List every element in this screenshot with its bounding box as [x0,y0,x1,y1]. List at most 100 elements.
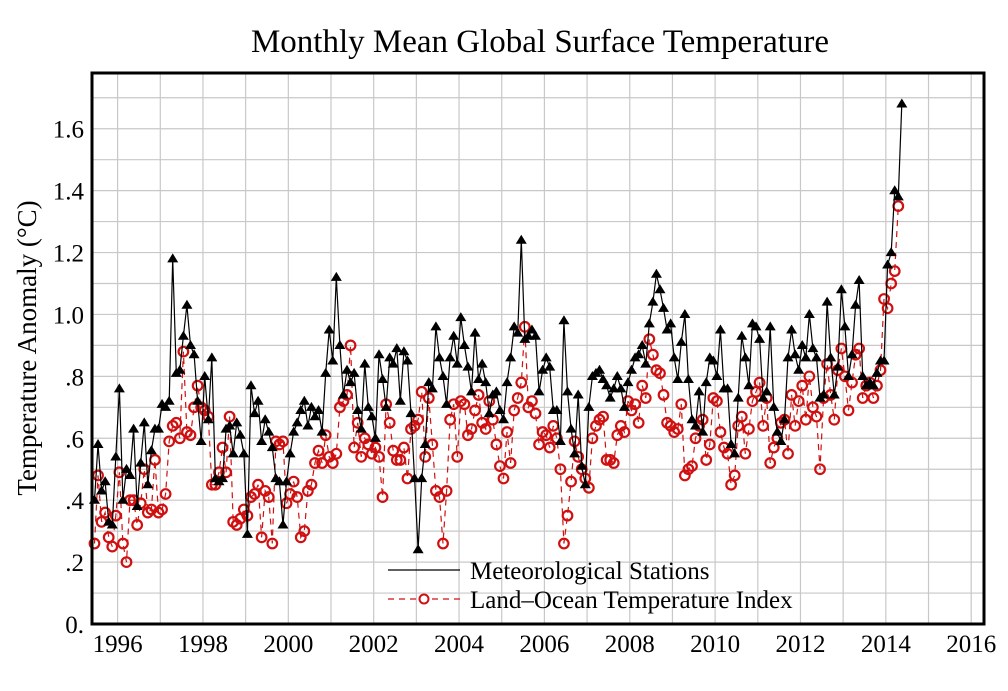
data-point-triangle [398,346,410,356]
data-point-triangle [825,352,837,362]
data-point-circle [789,419,802,432]
data-point-triangle [675,336,687,346]
x-tick-label: 1996 [93,631,143,658]
data-point-triangle [455,312,467,322]
data-point-triangle [99,476,111,486]
plot-frame [90,71,986,626]
data-point-circle [792,395,805,408]
data-point-triangle [330,271,342,281]
data-point-triangle [433,352,445,362]
data-point-circle [842,404,855,417]
y-tick-label: 1.0 [53,302,84,329]
data-point-circle [99,506,112,519]
data-point-triangle [284,448,296,458]
data-point-triangle [771,426,783,436]
data-point-circle [654,367,666,380]
data-point-triangle [362,401,374,411]
data-point-triangle [572,389,584,399]
data-point-triangle [217,473,229,483]
data-point-triangle [490,386,502,396]
data-point-circle [348,441,361,454]
data-point-triangle [224,420,236,430]
data-point-circle [458,398,471,411]
y-tick-label: 1.2 [53,241,84,268]
x-tick-label: 1998 [178,631,228,658]
data-point-circle [494,460,506,473]
data-point-triangle [636,340,648,350]
data-point-triangle [369,432,381,442]
data-point-circle [554,463,567,476]
data-point-triangle [551,405,563,415]
data-point-triangle [679,309,691,319]
data-point-circle [785,389,798,401]
data-point-triangle [668,352,680,362]
data-point-triangle [259,414,271,424]
data-point-triangle [501,377,513,387]
y-tick-label: .6 [65,426,84,453]
data-point-triangle [697,426,709,436]
data-point-triangle [359,358,371,368]
data-point-circle [291,491,304,503]
data-point-triangle [711,370,723,380]
data-point-triangle [633,349,645,359]
data-point-triangle [832,361,844,371]
data-point-circle [469,404,481,417]
y-tick-label: 1.6 [53,117,84,144]
data-point-triangle [110,451,122,461]
data-point-triangle [142,479,154,489]
data-point-triangle [508,321,520,331]
data-point-triangle [889,185,901,195]
data-point-circle [298,525,311,538]
data-point-triangle [469,327,481,337]
data-point-triangle [465,386,477,396]
data-point-triangle [231,417,243,427]
data-point-circle [646,348,659,361]
data-point-circle [742,423,755,435]
data-point-triangle [238,448,250,458]
data-point-triangle [387,358,399,368]
data-point-triangle [448,330,460,340]
data-point-triangle [835,284,847,294]
data-point-triangle [206,352,218,362]
data-point-circle [533,438,545,451]
data-point-circle [262,491,275,503]
data-point-circle [398,441,410,454]
data-point-triangle [722,383,734,393]
x-tick-label: 2016 [946,631,996,658]
data-point-circle [686,460,698,473]
data-point-triangle [540,352,552,362]
data-point-triangle [608,383,620,393]
data-point-triangle [882,259,894,269]
data-point-triangle [334,340,346,350]
data-point-triangle [807,343,819,353]
data-point-triangle [266,442,278,452]
legend: Meteorological Stations Land–Ocean Tempe… [388,558,793,614]
data-point-triangle [565,423,577,433]
data-point-circle [344,339,357,352]
data-point-triangle [145,445,157,455]
data-point-circle [131,519,144,531]
data-point-triangle [761,386,773,396]
data-point-circle [618,426,631,438]
data-point-triangle [341,364,353,374]
data-point-circle [184,429,197,442]
data-point-circle [490,438,503,451]
data-point-triangle [458,340,470,350]
data-point-circle [757,419,770,432]
data-point-triangle [185,340,197,350]
x-tick-label: 2010 [690,631,740,658]
data-point-circle [558,537,570,550]
data-point-circle [504,457,517,469]
data-point-triangle [725,439,737,449]
y-tick-label: 0. [65,612,84,639]
data-point-circle [330,447,343,460]
data-point-triangle [462,361,474,371]
data-point-triangle [878,355,890,365]
data-point-triangle [409,473,421,483]
data-point-triangle [757,392,769,402]
chart-title: Monthly Mean Global Surface Temperature [251,24,829,60]
data-point-circle [277,435,289,448]
data-point-circle [753,376,766,389]
data-point-triangle [345,377,357,387]
